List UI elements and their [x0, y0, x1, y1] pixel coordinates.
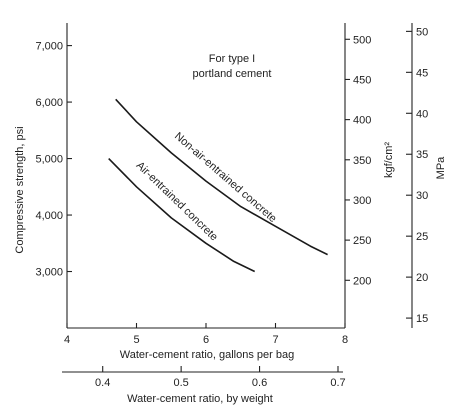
x-tick-label: 8 — [342, 334, 348, 346]
y2-tick-label: 300 — [353, 195, 371, 207]
y2-axis-label: kgf/cm² — [383, 142, 395, 178]
y3-tick-label: 30 — [416, 190, 428, 202]
series-line-1 — [108, 158, 256, 273]
y2-tick-label: 500 — [353, 34, 371, 46]
annotation-line-1: For type I — [209, 53, 255, 65]
y2-tick-label: 450 — [353, 74, 371, 86]
y-tick-label: 3,000 — [35, 267, 63, 279]
series-line-0 — [115, 98, 328, 256]
x2-axis-label: Water-cement ratio, by weight — [127, 393, 273, 405]
x-tick-label: 7 — [272, 334, 278, 346]
y-axis-label: Compressive strength, psi — [14, 126, 26, 253]
x-tick-label: 6 — [203, 334, 209, 346]
y3-tick-label: 35 — [416, 149, 428, 161]
series — [108, 98, 328, 273]
x2-tick-label: 0.5 — [173, 377, 188, 389]
y-tick-label: 5,000 — [35, 154, 63, 166]
y3-tick-label: 25 — [416, 231, 428, 243]
y3-tick-label: 20 — [416, 272, 428, 284]
x2-tick-label: 0.7 — [330, 377, 345, 389]
y-tick-label: 7,000 — [35, 41, 63, 53]
x-tick-label: 5 — [133, 334, 139, 346]
y2-tick-label: 200 — [353, 275, 371, 287]
y-tick-label: 4,000 — [35, 210, 63, 222]
series-label-air: Air-entrained concrete — [134, 160, 220, 244]
y3-axis-label: MPa — [435, 156, 447, 180]
y2-tick-label: 350 — [353, 155, 371, 167]
x-tick-label: 4 — [64, 334, 70, 346]
y3-tick-label: 40 — [416, 108, 428, 120]
y3-tick-label: 15 — [416, 313, 428, 325]
x-axis-label: Water-cement ratio, gallons per bag — [120, 349, 294, 361]
y-tick-label: 6,000 — [35, 97, 63, 109]
y3-tick-label: 50 — [416, 26, 428, 38]
y2-tick-label: 400 — [353, 115, 371, 127]
x2-tick-label: 0.6 — [252, 377, 267, 389]
x2-tick-label: 0.4 — [95, 377, 110, 389]
y2-tick-label: 250 — [353, 235, 371, 247]
y3-tick-label: 45 — [416, 67, 428, 79]
annotation-line-2: portland cement — [193, 68, 272, 80]
